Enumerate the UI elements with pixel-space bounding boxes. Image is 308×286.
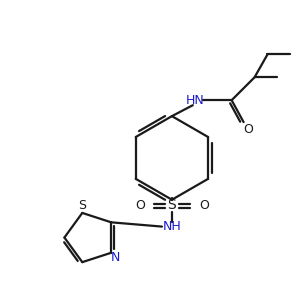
Text: S: S (168, 198, 176, 212)
Text: NH: NH (163, 220, 181, 233)
Text: O: O (135, 199, 145, 212)
Text: HN: HN (185, 94, 204, 107)
Text: O: O (199, 199, 209, 212)
Text: N: N (111, 251, 120, 264)
Text: S: S (78, 199, 86, 212)
Text: O: O (244, 123, 253, 136)
